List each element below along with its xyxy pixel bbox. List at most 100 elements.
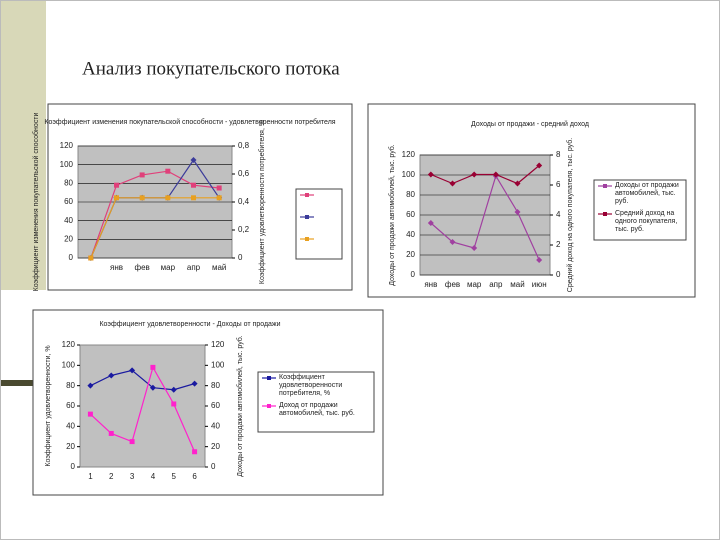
y2-tick-label: 8	[556, 150, 561, 159]
y2-axis-label: Доходы от продажи автомобилей, тыс. руб.	[236, 335, 244, 477]
y-axis-label: Коэффициент изменения покупательской спо…	[32, 113, 40, 292]
y-tick-label: 20	[66, 442, 75, 451]
y-tick-label: 100	[60, 160, 74, 169]
series-line	[90, 369, 195, 391]
y-axis-label: Коэффициент удовлетворенности, %	[45, 345, 52, 466]
x-tick-label: 4	[151, 472, 156, 481]
x-tick-label: май	[212, 263, 226, 272]
y2-tick-label: 60	[211, 401, 220, 410]
legend-marker	[305, 237, 309, 241]
y-tick-label: 120	[402, 150, 416, 159]
y-tick-label: 40	[406, 230, 415, 239]
x-tick-label: май	[510, 280, 524, 289]
x-tick-label: мар	[161, 263, 176, 272]
point	[191, 380, 198, 387]
point	[190, 157, 197, 163]
legend-marker	[305, 215, 309, 219]
chart-title: Коэффициент изменения покупательской спо…	[44, 118, 335, 126]
y-tick-label: 80	[64, 178, 73, 187]
point	[216, 195, 222, 201]
decor-bar	[0, 0, 46, 290]
chart-title: Коэффициент удовлетворенности - Доходы о…	[99, 321, 280, 328]
legend-label: Доходы от продажи автомобилей, тыс. руб.	[615, 182, 679, 205]
legend-marker	[267, 376, 271, 380]
legend-marker	[603, 212, 607, 216]
y-tick-label: 60	[64, 197, 73, 206]
y-tick-label: 120	[60, 141, 74, 150]
point	[87, 411, 93, 417]
point	[216, 185, 222, 191]
point	[129, 439, 135, 445]
y-tick-label: 0	[411, 270, 416, 279]
series-line	[90, 197, 220, 259]
point	[108, 430, 114, 436]
point	[536, 162, 543, 169]
x-tick-label: 3	[130, 472, 135, 481]
point	[427, 171, 434, 178]
legend-marker	[305, 193, 309, 197]
x-tick-label: мар	[467, 280, 482, 289]
y2-tick-label: 0	[238, 253, 243, 262]
y-tick-label: 0	[71, 462, 76, 471]
point	[150, 364, 156, 370]
point	[449, 180, 456, 187]
point	[165, 195, 171, 201]
y-tick-label: 20	[406, 250, 415, 259]
point	[191, 182, 196, 188]
point	[471, 245, 478, 251]
y-tick-label: 40	[64, 216, 73, 225]
y2-tick-label: 80	[211, 381, 220, 390]
point	[536, 257, 543, 263]
y2-tick-label: 120	[211, 340, 225, 349]
point	[114, 195, 119, 201]
y2-tick-label: 40	[211, 421, 220, 430]
y2-axis-label: Средний доход на одного покупателя, тыс.…	[566, 138, 574, 292]
y2-tick-label: 4	[556, 210, 561, 219]
x-tick-label: 1	[88, 472, 93, 481]
point	[471, 171, 478, 178]
legend-label: Средний доход на одного покупателя, тыс.…	[615, 210, 678, 233]
legend-label: Коэффициент удовлетворенности потребител…	[279, 374, 343, 397]
x-tick-label: апр	[489, 280, 503, 289]
y2-tick-label: 100	[211, 360, 225, 369]
legend-label: Доход от продажи автомобилей, тыс. руб.	[279, 402, 355, 417]
y-tick-label: 60	[406, 210, 415, 219]
y2-axis-label: Коэффициент удовлетворенности потребител…	[258, 120, 266, 284]
chart-title: Доходы от продажи - средний доход	[471, 120, 589, 128]
point	[129, 367, 136, 374]
point	[171, 401, 177, 407]
y-axis-label: Доходы от продажи автомобилей, тыс. руб.	[388, 144, 396, 286]
point	[514, 209, 521, 215]
y-tick-label: 60	[66, 401, 75, 410]
legend-box	[295, 188, 343, 260]
point	[449, 239, 456, 245]
point	[88, 255, 94, 261]
point	[514, 180, 521, 187]
y-tick-label: 20	[64, 234, 73, 243]
x-tick-label: янв	[110, 263, 123, 272]
y-tick-label: 80	[406, 190, 415, 199]
point	[192, 449, 198, 455]
legend-marker	[267, 404, 271, 408]
y-tick-label: 40	[66, 421, 75, 430]
point	[108, 372, 115, 379]
point	[139, 172, 145, 178]
series-line	[90, 365, 196, 452]
point	[165, 168, 171, 174]
x-tick-label: янв	[424, 280, 437, 289]
point	[87, 382, 94, 389]
legend-marker	[603, 184, 607, 188]
decor-line	[0, 380, 36, 386]
series-line	[90, 170, 220, 259]
y-tick-label: 100	[402, 170, 416, 179]
y2-tick-label: 0,8	[238, 141, 250, 150]
y2-tick-label: 0,2	[238, 225, 250, 234]
point	[149, 384, 156, 391]
y-tick-label: 120	[62, 340, 76, 349]
point	[114, 182, 119, 188]
y-tick-label: 0	[69, 253, 74, 262]
series-line	[430, 165, 540, 185]
y2-tick-label: 20	[211, 442, 220, 451]
x-tick-label: фев	[445, 280, 460, 289]
